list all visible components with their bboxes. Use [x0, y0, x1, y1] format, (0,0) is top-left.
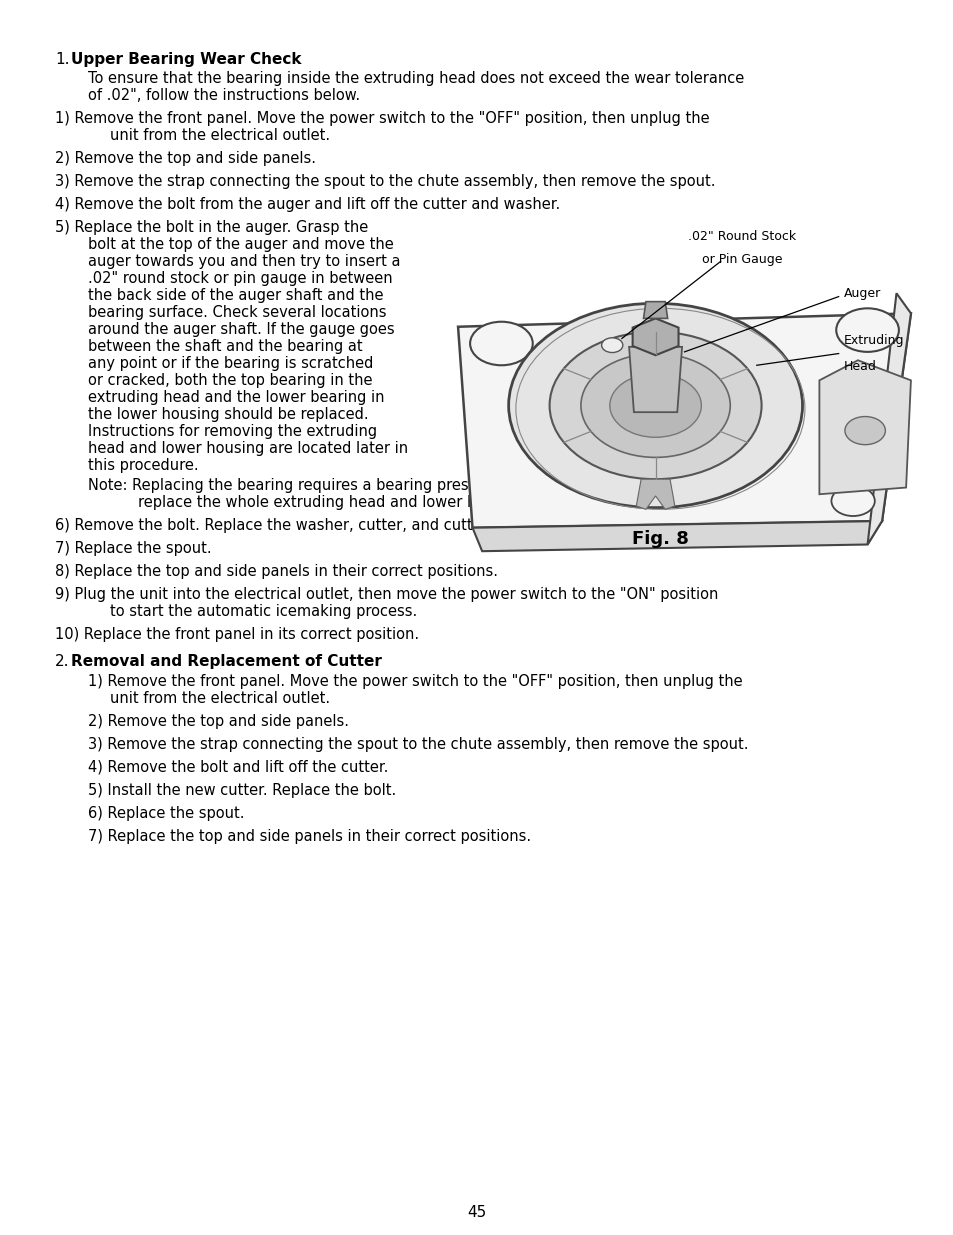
- Polygon shape: [472, 521, 882, 551]
- Text: 6) Replace the spout.: 6) Replace the spout.: [88, 805, 244, 820]
- Circle shape: [831, 485, 874, 516]
- Text: 4) Remove the bolt from the auger and lift off the cutter and washer.: 4) Remove the bolt from the auger and li…: [55, 196, 560, 211]
- Text: 4) Remove the bolt and lift off the cutter.: 4) Remove the bolt and lift off the cutt…: [88, 760, 388, 774]
- Circle shape: [609, 374, 700, 437]
- Text: 1) Remove the front panel. Move the power switch to the "OFF" position, then unp: 1) Remove the front panel. Move the powe…: [55, 111, 709, 126]
- Text: 10) Replace the front panel in its correct position.: 10) Replace the front panel in its corre…: [55, 627, 419, 642]
- Text: or cracked, both the top bearing in the: or cracked, both the top bearing in the: [88, 373, 372, 388]
- Text: of .02", follow the instructions below.: of .02", follow the instructions below.: [88, 88, 359, 103]
- Text: 3) Remove the strap connecting the spout to the chute assembly, then remove the : 3) Remove the strap connecting the spout…: [88, 737, 747, 752]
- Text: between the shaft and the bearing at: between the shaft and the bearing at: [88, 338, 362, 353]
- Text: any point or if the bearing is scratched: any point or if the bearing is scratched: [88, 356, 373, 370]
- Circle shape: [580, 353, 729, 457]
- Circle shape: [836, 309, 898, 352]
- Text: the back side of the auger shaft and the: the back side of the auger shaft and the: [88, 288, 383, 303]
- Text: 45: 45: [467, 1205, 486, 1220]
- Text: 7) Replace the spout.: 7) Replace the spout.: [55, 541, 212, 556]
- Text: around the auger shaft. If the gauge goes: around the auger shaft. If the gauge goe…: [88, 321, 394, 337]
- Text: 8) Replace the top and side panels in their correct positions.: 8) Replace the top and side panels in th…: [55, 564, 497, 579]
- Text: 6) Remove the bolt. Replace the washer, cutter, and cutter bolt.: 6) Remove the bolt. Replace the washer, …: [55, 517, 525, 534]
- Text: 1) Remove the front panel. Move the power switch to the "OFF" position, then unp: 1) Remove the front panel. Move the powe…: [88, 674, 741, 689]
- Text: unit from the electrical outlet.: unit from the electrical outlet.: [110, 690, 330, 705]
- Text: 2) Remove the top and side panels.: 2) Remove the top and side panels.: [88, 714, 349, 729]
- Text: Instructions for removing the extruding: Instructions for removing the extruding: [88, 424, 376, 438]
- Text: 2.: 2.: [55, 655, 70, 669]
- Polygon shape: [866, 293, 910, 545]
- Text: this procedure.: this procedure.: [88, 458, 198, 473]
- Text: replace the whole extruding head and lower housing.: replace the whole extruding head and low…: [137, 495, 529, 510]
- Text: Removal and Replacement of Cutter: Removal and Replacement of Cutter: [71, 655, 382, 669]
- Circle shape: [470, 322, 532, 366]
- Polygon shape: [457, 314, 910, 527]
- Text: head and lower housing are located later in: head and lower housing are located later…: [88, 441, 408, 456]
- Text: Fig. 8: Fig. 8: [631, 530, 688, 548]
- Text: bearing surface. Check several locations: bearing surface. Check several locations: [88, 305, 386, 320]
- Text: 9) Plug the unit into the electrical outlet, then move the power switch to the ": 9) Plug the unit into the electrical out…: [55, 587, 718, 601]
- Text: Auger: Auger: [842, 287, 880, 300]
- Polygon shape: [819, 361, 910, 494]
- Text: 1.: 1.: [55, 52, 70, 67]
- Text: Upper Bearing Wear Check: Upper Bearing Wear Check: [71, 52, 301, 67]
- Text: Note: Replacing the bearing requires a bearing press adaptor. If one is not avai: Note: Replacing the bearing requires a b…: [88, 478, 707, 493]
- Text: 5) Install the new cutter. Replace the bolt.: 5) Install the new cutter. Replace the b…: [88, 783, 395, 798]
- Text: 2) Remove the top and side panels.: 2) Remove the top and side panels.: [55, 151, 316, 165]
- Text: 7) Replace the top and side panels in their correct positions.: 7) Replace the top and side panels in th…: [88, 829, 530, 844]
- Circle shape: [598, 490, 616, 501]
- Text: Extruding: Extruding: [842, 333, 903, 347]
- Polygon shape: [632, 319, 678, 356]
- Text: auger towards you and then try to insert a: auger towards you and then try to insert…: [88, 253, 400, 268]
- Text: .02" round stock or pin gauge in between: .02" round stock or pin gauge in between: [88, 270, 392, 285]
- Text: the lower housing should be replaced.: the lower housing should be replaced.: [88, 406, 368, 421]
- Text: .02" Round Stock: .02" Round Stock: [687, 230, 796, 242]
- Text: 5) Replace the bolt in the auger. Grasp the: 5) Replace the bolt in the auger. Grasp …: [55, 220, 368, 235]
- Polygon shape: [628, 347, 681, 412]
- Circle shape: [508, 304, 801, 508]
- Circle shape: [549, 332, 760, 479]
- Text: unit from the electrical outlet.: unit from the electrical outlet.: [110, 127, 330, 143]
- Polygon shape: [636, 479, 674, 509]
- Polygon shape: [643, 301, 667, 319]
- Circle shape: [844, 416, 884, 445]
- Text: bolt at the top of the auger and move the: bolt at the top of the auger and move th…: [88, 237, 393, 252]
- Text: Head: Head: [842, 361, 876, 373]
- Text: to start the automatic icemaking process.: to start the automatic icemaking process…: [110, 604, 416, 619]
- Circle shape: [601, 338, 622, 352]
- Text: or Pin Gauge: or Pin Gauge: [701, 253, 781, 266]
- Text: To ensure that the bearing inside the extruding head does not exceed the wear to: To ensure that the bearing inside the ex…: [88, 70, 743, 85]
- Text: extruding head and the lower bearing in: extruding head and the lower bearing in: [88, 390, 384, 405]
- Circle shape: [641, 488, 659, 500]
- Text: 3) Remove the strap connecting the spout to the chute assembly, then remove the : 3) Remove the strap connecting the spout…: [55, 174, 715, 189]
